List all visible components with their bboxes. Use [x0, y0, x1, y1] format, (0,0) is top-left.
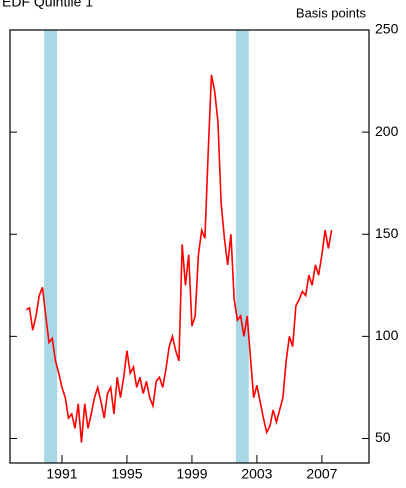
plot-frame [9, 29, 370, 464]
x-tick-label: 1991 [46, 466, 77, 482]
x-tick-label: 1995 [111, 466, 142, 482]
y-tick-label: 250 [375, 21, 399, 37]
x-tick-label: 1999 [176, 466, 207, 482]
recession-band [235, 30, 249, 463]
y-tick-label: 200 [375, 123, 399, 139]
y-tick-label: 150 [375, 225, 399, 241]
x-tick-label: 2007 [306, 466, 337, 482]
y-axis-label: Basis points [296, 5, 367, 20]
chart-title: EDF Quintile 1 [2, 0, 93, 10]
data-line [25, 74, 333, 443]
y-tick-label: 50 [375, 429, 391, 445]
y-tick-label: 100 [375, 327, 399, 343]
recession-band [44, 30, 58, 463]
x-tick-label: 2003 [241, 466, 272, 482]
